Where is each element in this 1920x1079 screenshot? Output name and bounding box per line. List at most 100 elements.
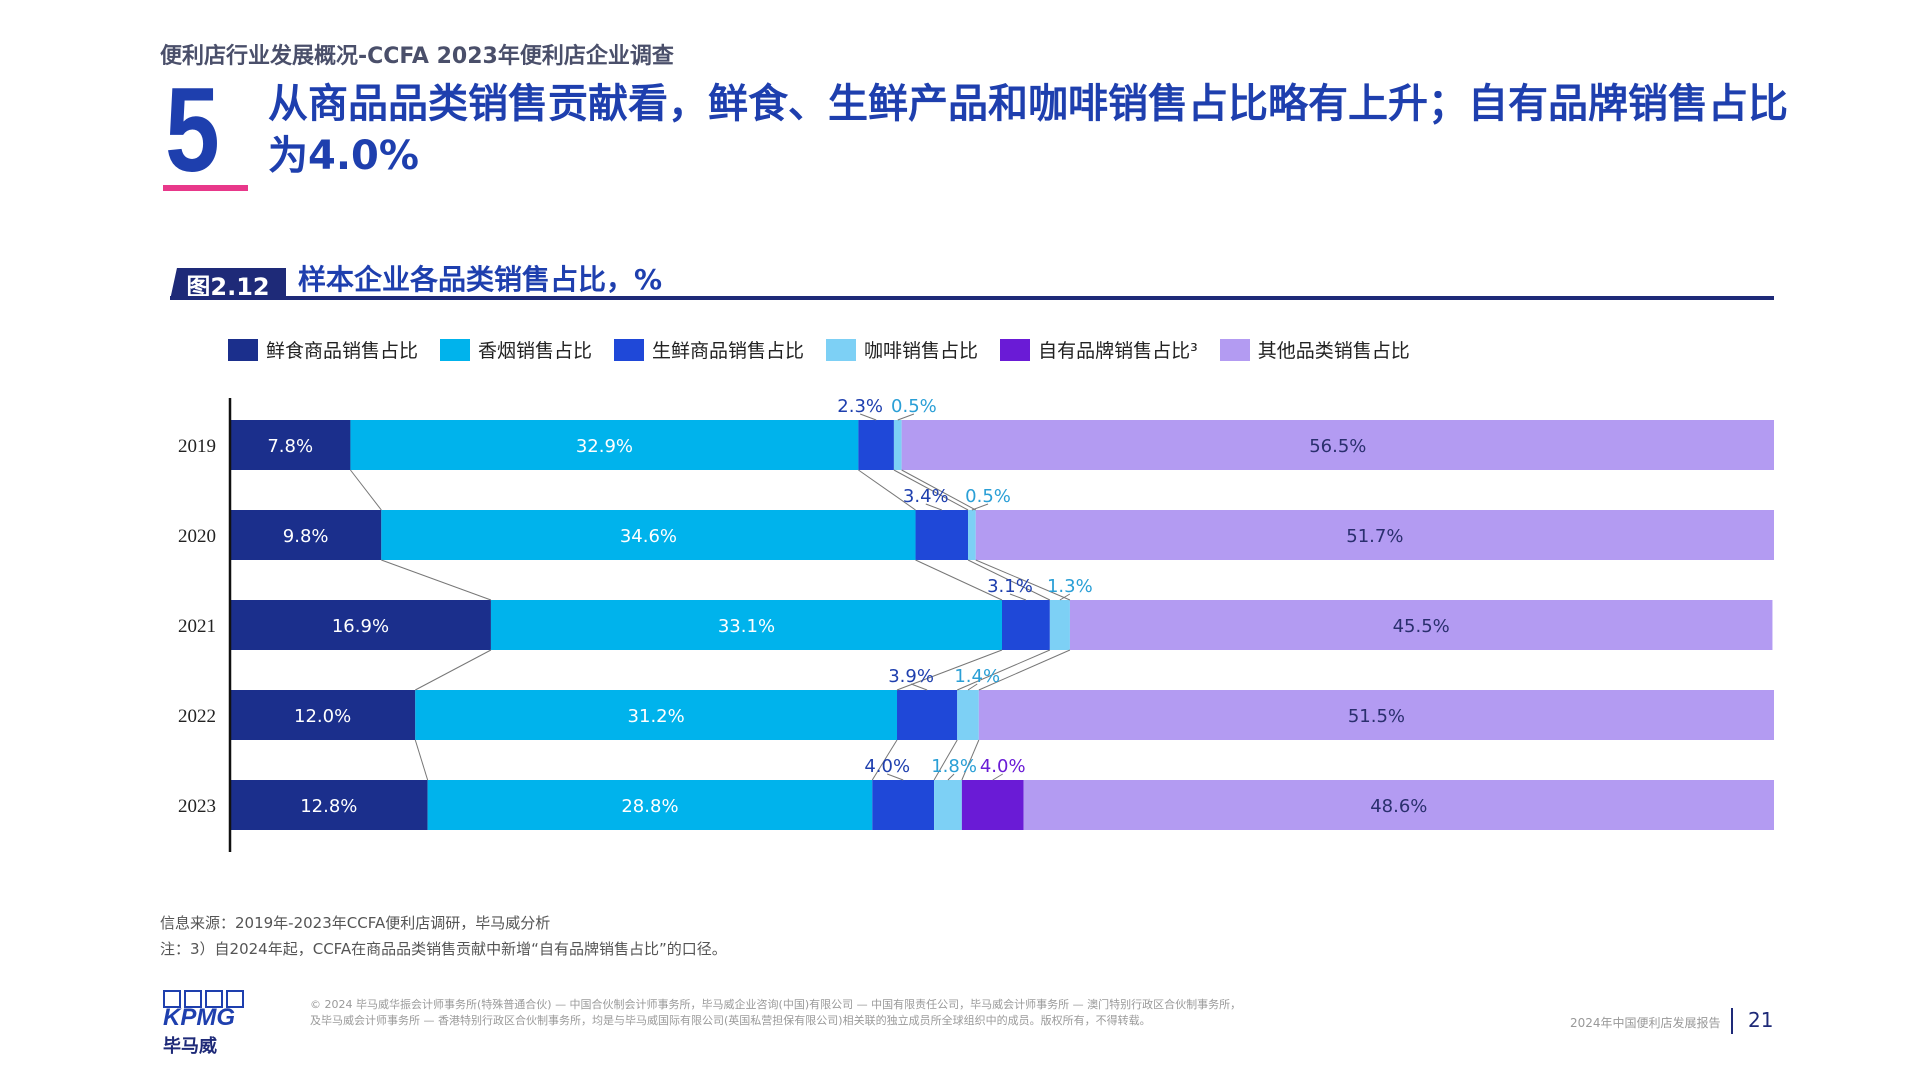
label-leader-line [967, 683, 978, 691]
label-leader-line [897, 413, 915, 421]
data-label: 28.8% [621, 796, 678, 817]
legend-label: 鲜食商品销售占比 [266, 340, 419, 362]
bar-segment [934, 780, 962, 830]
connector-line [957, 649, 1051, 691]
section-number-underline [163, 185, 248, 191]
note-line: 注：3）自2024年起，CCFA在商品品类销售贡献中新增“自有品牌销售占比”的口… [160, 940, 727, 958]
page-headline: 从商品品类销售贡献看，鲜食、生鲜产品和咖啡销售占比略有上升；自有品牌销售占比为4… [268, 81, 1788, 179]
legend-item-private-label: 自有品牌销售占比³ [1000, 336, 1198, 363]
data-label: 32.9% [576, 436, 633, 457]
data-label: 7.8% [267, 436, 313, 457]
data-label: 1.8% [931, 756, 977, 777]
connector-line [967, 559, 1051, 601]
label-leader-line [859, 413, 877, 421]
footer-separator [1731, 1008, 1733, 1034]
legend-item-coffee: 咖啡销售占比 [826, 336, 978, 363]
bar-segment [1023, 780, 1774, 830]
data-label: 9.8% [283, 526, 329, 547]
legend-item-other: 其他品类销售占比 [1219, 336, 1410, 363]
bar-segment [901, 420, 1774, 470]
label-leader-line [910, 683, 928, 691]
legend-swatch [1000, 338, 1031, 361]
bar-segment [230, 420, 351, 470]
data-label: 1.3% [1047, 576, 1093, 597]
y-tick-label: 2022 [178, 706, 216, 727]
section-number: 5 [165, 63, 220, 197]
data-label: 1.4% [954, 666, 1000, 687]
legend-swatch [826, 338, 857, 361]
connector-line [933, 739, 958, 781]
data-label: 0.5% [891, 396, 937, 417]
legend-swatch [228, 338, 258, 361]
bar-segment [230, 510, 382, 560]
logo-cell [205, 990, 223, 1008]
logo-cell [226, 990, 244, 1008]
bar-segment [350, 420, 859, 470]
legend-swatch [1219, 338, 1250, 361]
bar-segment [1002, 600, 1050, 650]
legend-label: 自有品牌销售占比³ [1038, 340, 1198, 362]
data-label: 3.1% [987, 576, 1033, 597]
bar-segment [961, 780, 1024, 830]
data-label: 33.1% [718, 616, 775, 637]
data-label: 3.9% [888, 666, 934, 687]
bar-segment [872, 780, 935, 830]
label-leader-line [947, 773, 955, 781]
legend-label: 咖啡销售占比 [864, 340, 979, 362]
bar-segment [968, 510, 976, 560]
bar-segment [893, 420, 902, 470]
bar-segment [957, 690, 979, 740]
connector-line [381, 559, 492, 601]
figure-tag: 图2.12 [170, 268, 286, 300]
data-label: 48.6% [1370, 796, 1427, 817]
connector-line [415, 649, 492, 691]
data-label: 4.0% [864, 756, 910, 777]
logo-boxes [163, 990, 247, 1008]
label-leader-line [1009, 593, 1027, 601]
connector-line [975, 559, 1071, 601]
bar-segment [230, 780, 428, 830]
bar-segment [1069, 600, 1773, 650]
data-label: 4.0% [980, 756, 1026, 777]
data-label: 16.9% [332, 616, 389, 637]
data-label: 12.0% [294, 706, 351, 727]
bar-segment [915, 510, 969, 560]
footer-report-name: 2024年中国便利店发展报告 [1570, 1016, 1721, 1030]
data-label: 2.3% [837, 396, 883, 417]
connector-line [915, 559, 1003, 601]
legend-item-fresh-produce: 生鲜商品销售占比 [614, 336, 804, 363]
data-label: 3.4% [903, 486, 949, 507]
logo-cell [184, 990, 202, 1008]
data-label: 51.7% [1346, 526, 1403, 547]
connector-line [901, 469, 976, 511]
connector-line [978, 649, 1071, 691]
logo-chinese-name: 毕马威 [163, 1036, 217, 1057]
legend-label: 其他品类销售占比 [1257, 340, 1410, 362]
data-label: 45.5% [1393, 616, 1450, 637]
label-leader-line [887, 773, 904, 781]
legend-swatch [614, 338, 645, 361]
y-tick-label: 2021 [178, 616, 216, 637]
bar-segment [490, 600, 1002, 650]
label-leader-line [925, 503, 942, 511]
legend-swatch [440, 338, 471, 361]
chart-legend: 鲜食商品销售占比 香烟销售占比 生鲜商品销售占比 咖啡销售占比 自有品牌销售占比… [228, 336, 1432, 363]
label-leader-line [992, 773, 1003, 781]
legend-label: 香烟销售占比 [478, 340, 593, 362]
connector-line [414, 739, 429, 781]
source-line: 信息来源：2019年-2023年CCFA便利店调研，毕马威分析 [160, 914, 551, 932]
bar-segment [415, 690, 898, 740]
connector-line [896, 649, 1003, 691]
logo-cell [163, 990, 181, 1008]
legal-line: © 2024 毕马威华振会计师事务所(特殊普通合伙) — 中国合伙制会计师事务所… [310, 998, 1242, 1011]
data-label: 51.5% [1348, 706, 1405, 727]
data-label: 0.5% [965, 486, 1011, 507]
legend-item-tobacco: 香烟销售占比 [440, 336, 592, 363]
connector-line [871, 739, 898, 781]
data-label: 34.6% [620, 526, 677, 547]
bar-segment [897, 690, 958, 740]
y-tick-label: 2020 [178, 526, 216, 547]
y-tick-label: 2023 [178, 796, 216, 817]
connector-line [893, 469, 969, 511]
bar-segment [230, 600, 491, 650]
